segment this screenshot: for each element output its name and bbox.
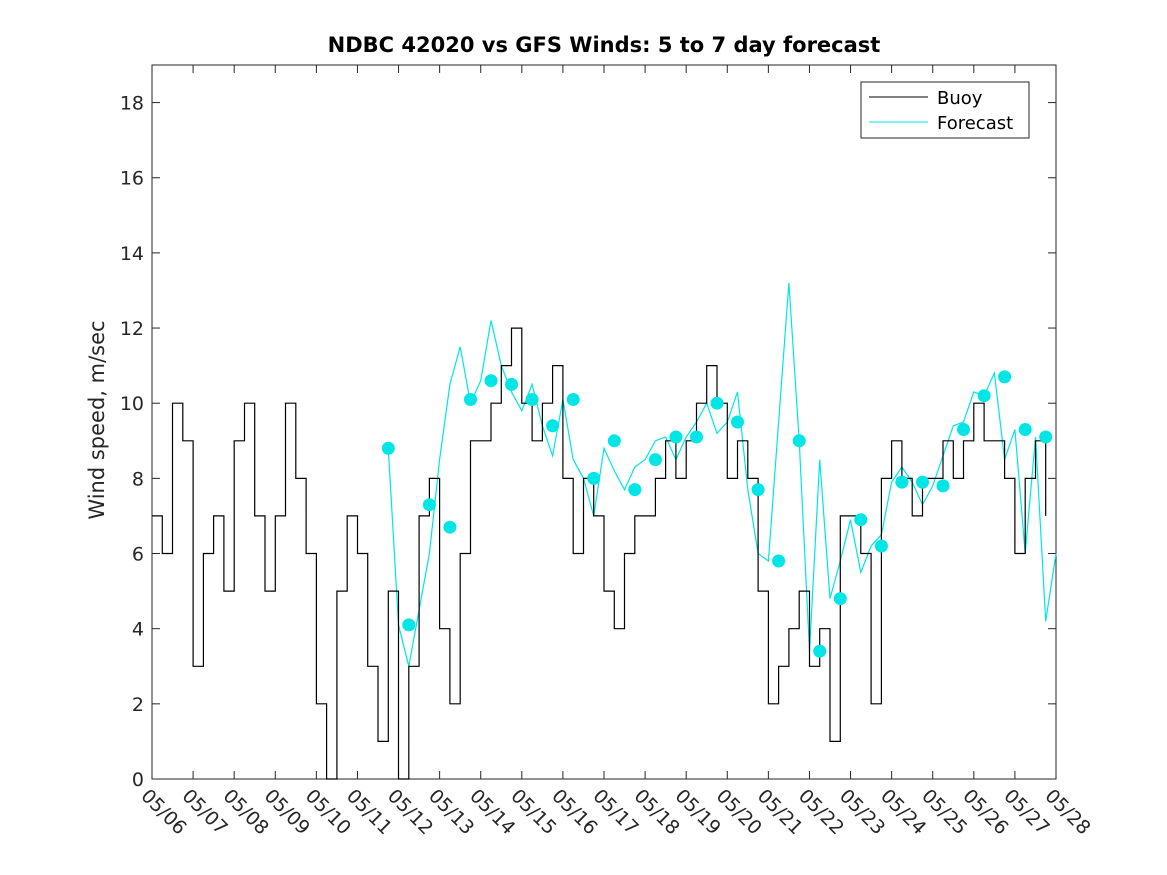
x-tick-label: 05/11 <box>342 785 396 839</box>
x-tick-label: 05/07 <box>178 785 232 839</box>
forecast-point <box>936 479 950 493</box>
forecast-point <box>505 377 518 391</box>
x-tick-label: 05/28 <box>1040 785 1094 839</box>
forecast-point <box>957 423 970 436</box>
forecast-point <box>772 554 786 568</box>
forecast-point <box>854 513 868 527</box>
forecast-point <box>813 644 827 658</box>
legend-buoy-label: Buoy <box>937 88 983 109</box>
y-tick-label: 10 <box>120 393 144 415</box>
series-layer <box>152 282 1057 780</box>
forecast-point <box>607 434 621 448</box>
x-tick-label: 05/27 <box>999 785 1053 839</box>
forecast-point <box>1018 423 1032 436</box>
x-tick-label: 05/21 <box>753 785 807 839</box>
forecast-point <box>751 483 765 497</box>
y-tick-label: 0 <box>132 769 144 791</box>
forecast-point <box>792 434 806 448</box>
y-tick-label: 12 <box>120 318 144 340</box>
series-forecast <box>387 282 1057 667</box>
x-tick-label: 05/12 <box>383 785 437 839</box>
y-axis: 0 2 4 6 8 10 12 14 16 18 <box>120 93 1056 791</box>
x-tick-label: 05/23 <box>835 785 889 839</box>
x-tick-label: 05/08 <box>219 785 273 839</box>
forecast-point <box>874 539 888 553</box>
forecast-point <box>998 370 1012 384</box>
y-tick-label: 6 <box>132 544 144 566</box>
chart-title: NDBC 42020 vs GFS Winds: 5 to 7 day fore… <box>328 33 881 57</box>
forecast-point <box>443 520 457 534</box>
x-tick-label: 05/14 <box>465 785 519 839</box>
x-tick-label: 05/17 <box>588 785 642 839</box>
x-tick-label: 05/24 <box>876 785 930 839</box>
forecast-point <box>381 441 395 455</box>
y-tick-label: 18 <box>120 93 144 115</box>
x-tick-label: 05/19 <box>671 785 725 839</box>
forecast-point <box>587 471 601 485</box>
forecast-point <box>833 592 847 606</box>
forecast-point <box>525 393 539 406</box>
y-tick-label: 4 <box>132 619 144 641</box>
legend-forecast-label: Forecast <box>937 113 1013 134</box>
y-tick-label: 8 <box>132 468 144 490</box>
forecast-point <box>895 475 909 489</box>
y-tick-label: 16 <box>120 168 144 190</box>
plot-area <box>151 64 1057 780</box>
plot-frame <box>151 64 1057 780</box>
x-tick-label: 05/09 <box>260 785 314 839</box>
forecast-point <box>566 393 580 406</box>
y-axis-label: Wind speed, m/sec <box>85 320 109 519</box>
forecast-point <box>484 374 498 388</box>
forecast-point <box>464 393 477 406</box>
forecast-point <box>628 483 642 497</box>
forecast-point <box>916 475 929 489</box>
x-tick-label: 05/16 <box>547 785 601 839</box>
forecast-point <box>710 396 724 410</box>
x-tick-label: 05/20 <box>712 785 766 839</box>
forecast-point <box>977 389 991 403</box>
forecast-point <box>648 453 662 467</box>
legend-box <box>860 81 1030 139</box>
forecast-point <box>731 415 744 429</box>
forecast-point <box>422 498 436 512</box>
x-tick-label: 05/26 <box>958 785 1012 839</box>
x-tick-label: 05/06 <box>136 785 190 839</box>
y-tick-label: 2 <box>132 694 144 716</box>
x-tick-label: 05/22 <box>794 785 848 839</box>
forecast-point <box>669 430 683 444</box>
x-tick-label: 05/18 <box>630 785 684 839</box>
x-tick-label: 05/15 <box>506 785 560 839</box>
y-tick-label: 14 <box>120 243 144 265</box>
x-tick-label: 05/25 <box>917 785 971 839</box>
x-tick-label: 05/13 <box>424 785 478 839</box>
forecast-point <box>546 419 560 433</box>
series-buoy <box>152 327 1047 780</box>
legend: Buoy Forecast <box>860 81 1030 139</box>
x-tick-label: 05/10 <box>301 785 355 839</box>
forecast-point <box>1039 430 1053 444</box>
forecast-point <box>402 618 416 632</box>
forecast-point <box>690 430 703 444</box>
